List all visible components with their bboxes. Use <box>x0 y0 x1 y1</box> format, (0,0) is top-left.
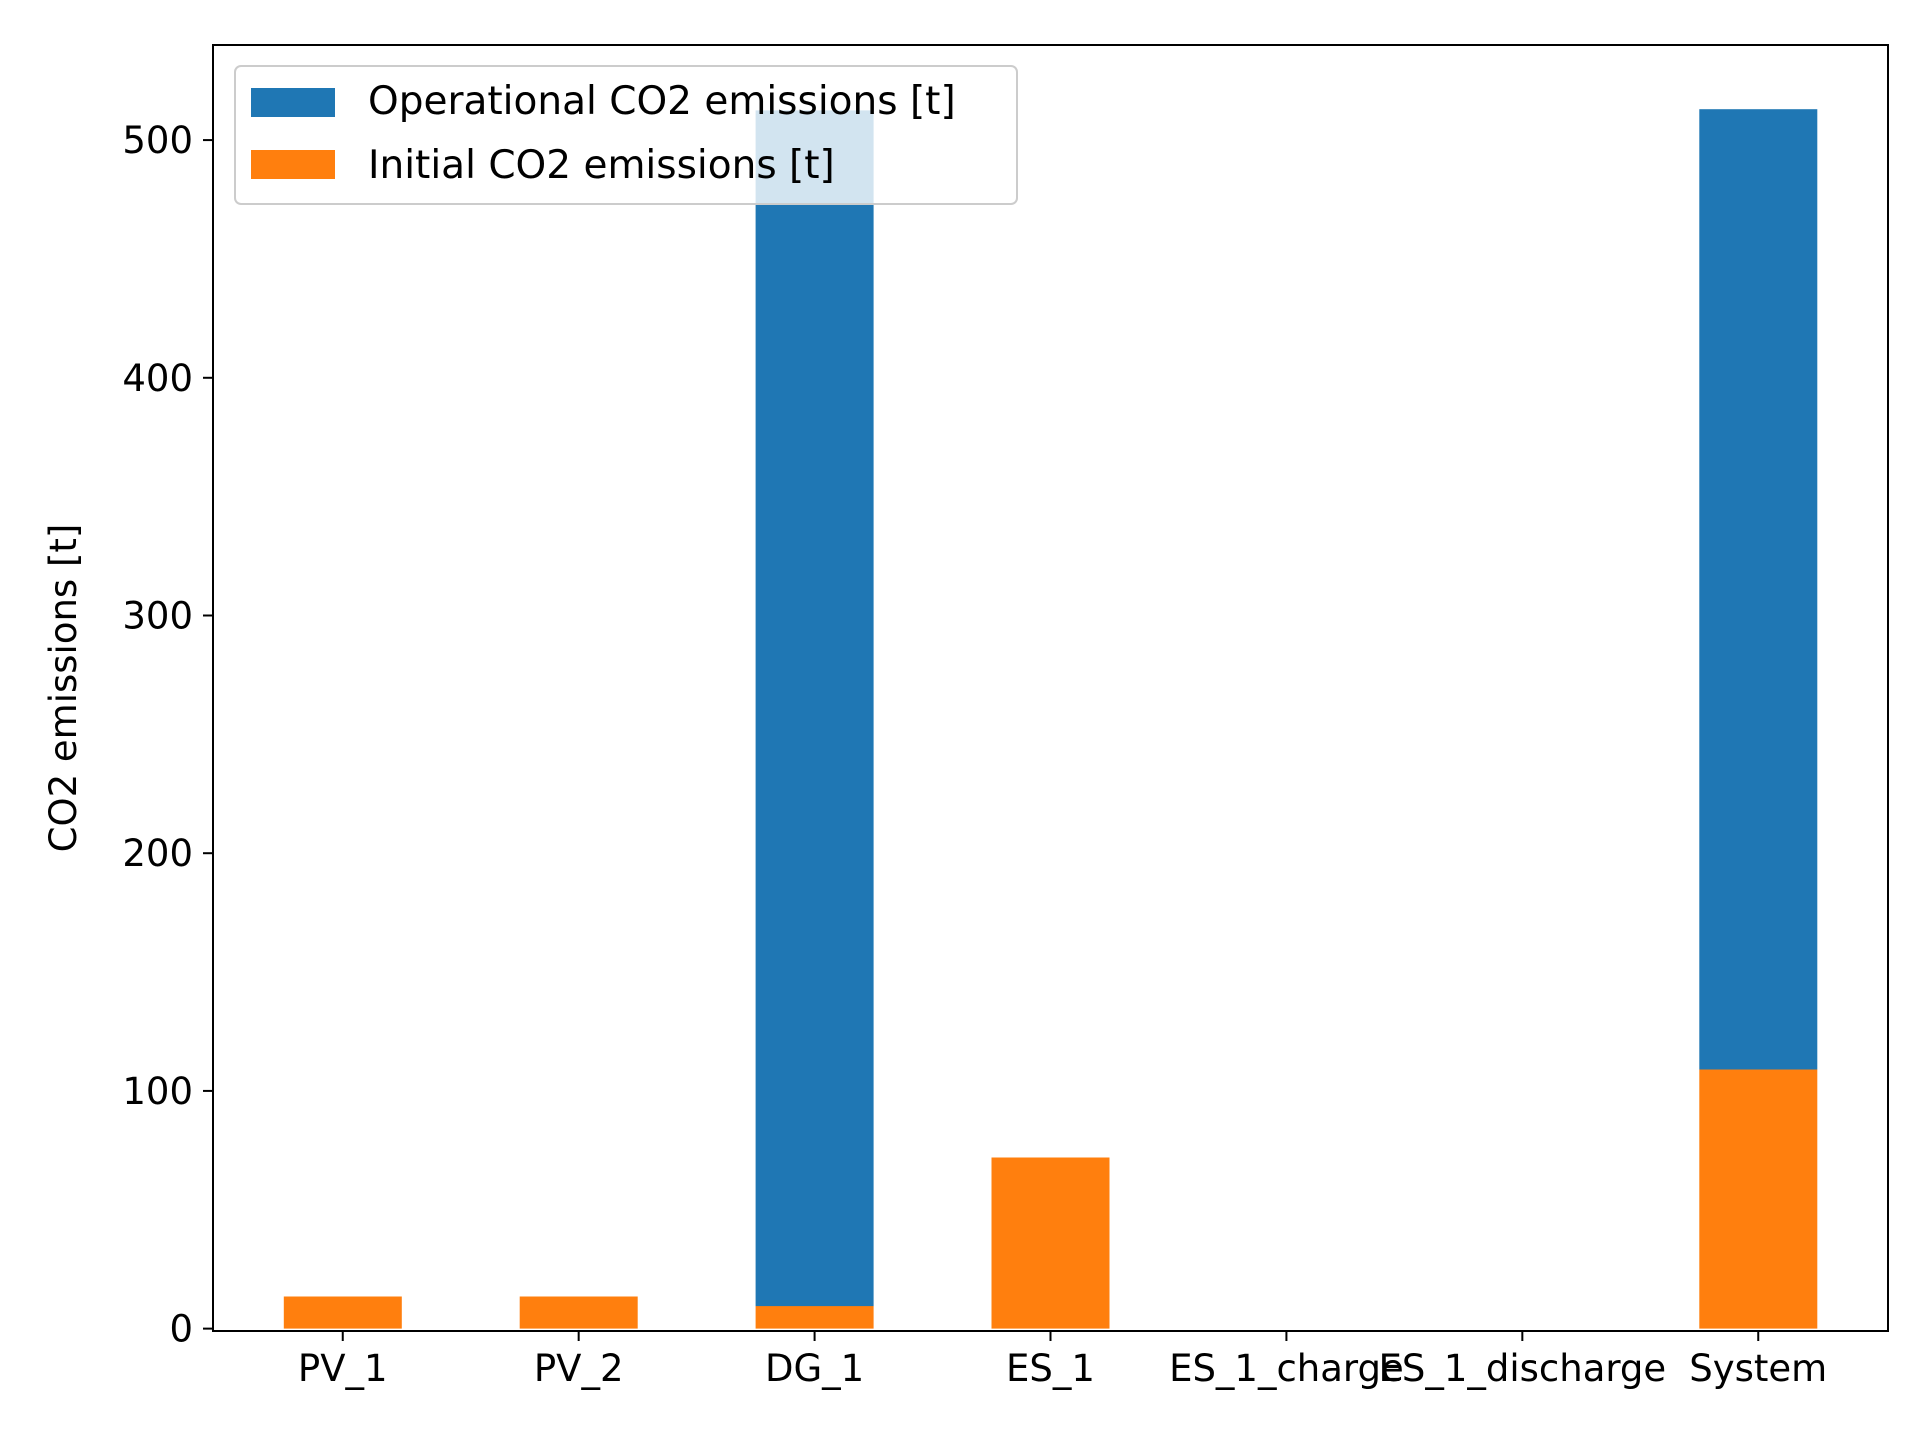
y-tick-label-100: 100 <box>122 1070 193 1113</box>
plot-frame <box>212 44 1889 1332</box>
bar-system-operational <box>1699 109 1818 1070</box>
y-tick-label-0: 0 <box>169 1308 193 1351</box>
y-tick-label-200: 200 <box>122 832 193 875</box>
bar-dg-1-initial <box>755 1306 874 1329</box>
x-tick-label-pv-1: PV_1 <box>298 1347 388 1390</box>
bars-layer <box>283 109 1818 1329</box>
x-tick-label-system: System <box>1689 1347 1827 1390</box>
legend-swatch-initial <box>251 150 335 179</box>
y-tick-label-500: 500 <box>122 119 193 162</box>
x-tick-label-es-1-charge: ES_1_charge <box>1169 1347 1404 1390</box>
legend-label-initial: Initial CO2 emissions [t] <box>368 143 835 188</box>
bar-dg-1-operational <box>755 110 874 1307</box>
legend-swatch-operational <box>251 88 335 117</box>
y-tick-label-300: 300 <box>122 594 193 637</box>
x-tick-label-dg-1: DG_1 <box>765 1347 864 1390</box>
legend-frame <box>234 65 1018 205</box>
bar-system-initial <box>1699 1069 1818 1329</box>
bar-es-1-initial <box>991 1157 1110 1329</box>
x-tick-label-pv-2: PV_2 <box>534 1347 624 1390</box>
legend-label-operational: Operational CO2 emissions [t] <box>368 79 956 124</box>
y-axis-label: CO2 emissions [t] <box>42 524 85 853</box>
bar-pv-1-initial <box>283 1296 402 1329</box>
y-tick-label-400: 400 <box>122 357 193 400</box>
x-tick-label-es-1: ES_1 <box>1006 1347 1095 1390</box>
legend: Operational CO2 emissions [t] Initial CO… <box>234 65 1018 205</box>
ticks-layer: 0 100 200 300 400 500 PV_1 PV_2 DG_1 ES_1 ES_1_cha… <box>122 119 1827 1390</box>
bar-pv-2-initial <box>519 1296 638 1329</box>
x-tick-label-es-1-discharge: ES_1_discharge <box>1378 1347 1666 1390</box>
